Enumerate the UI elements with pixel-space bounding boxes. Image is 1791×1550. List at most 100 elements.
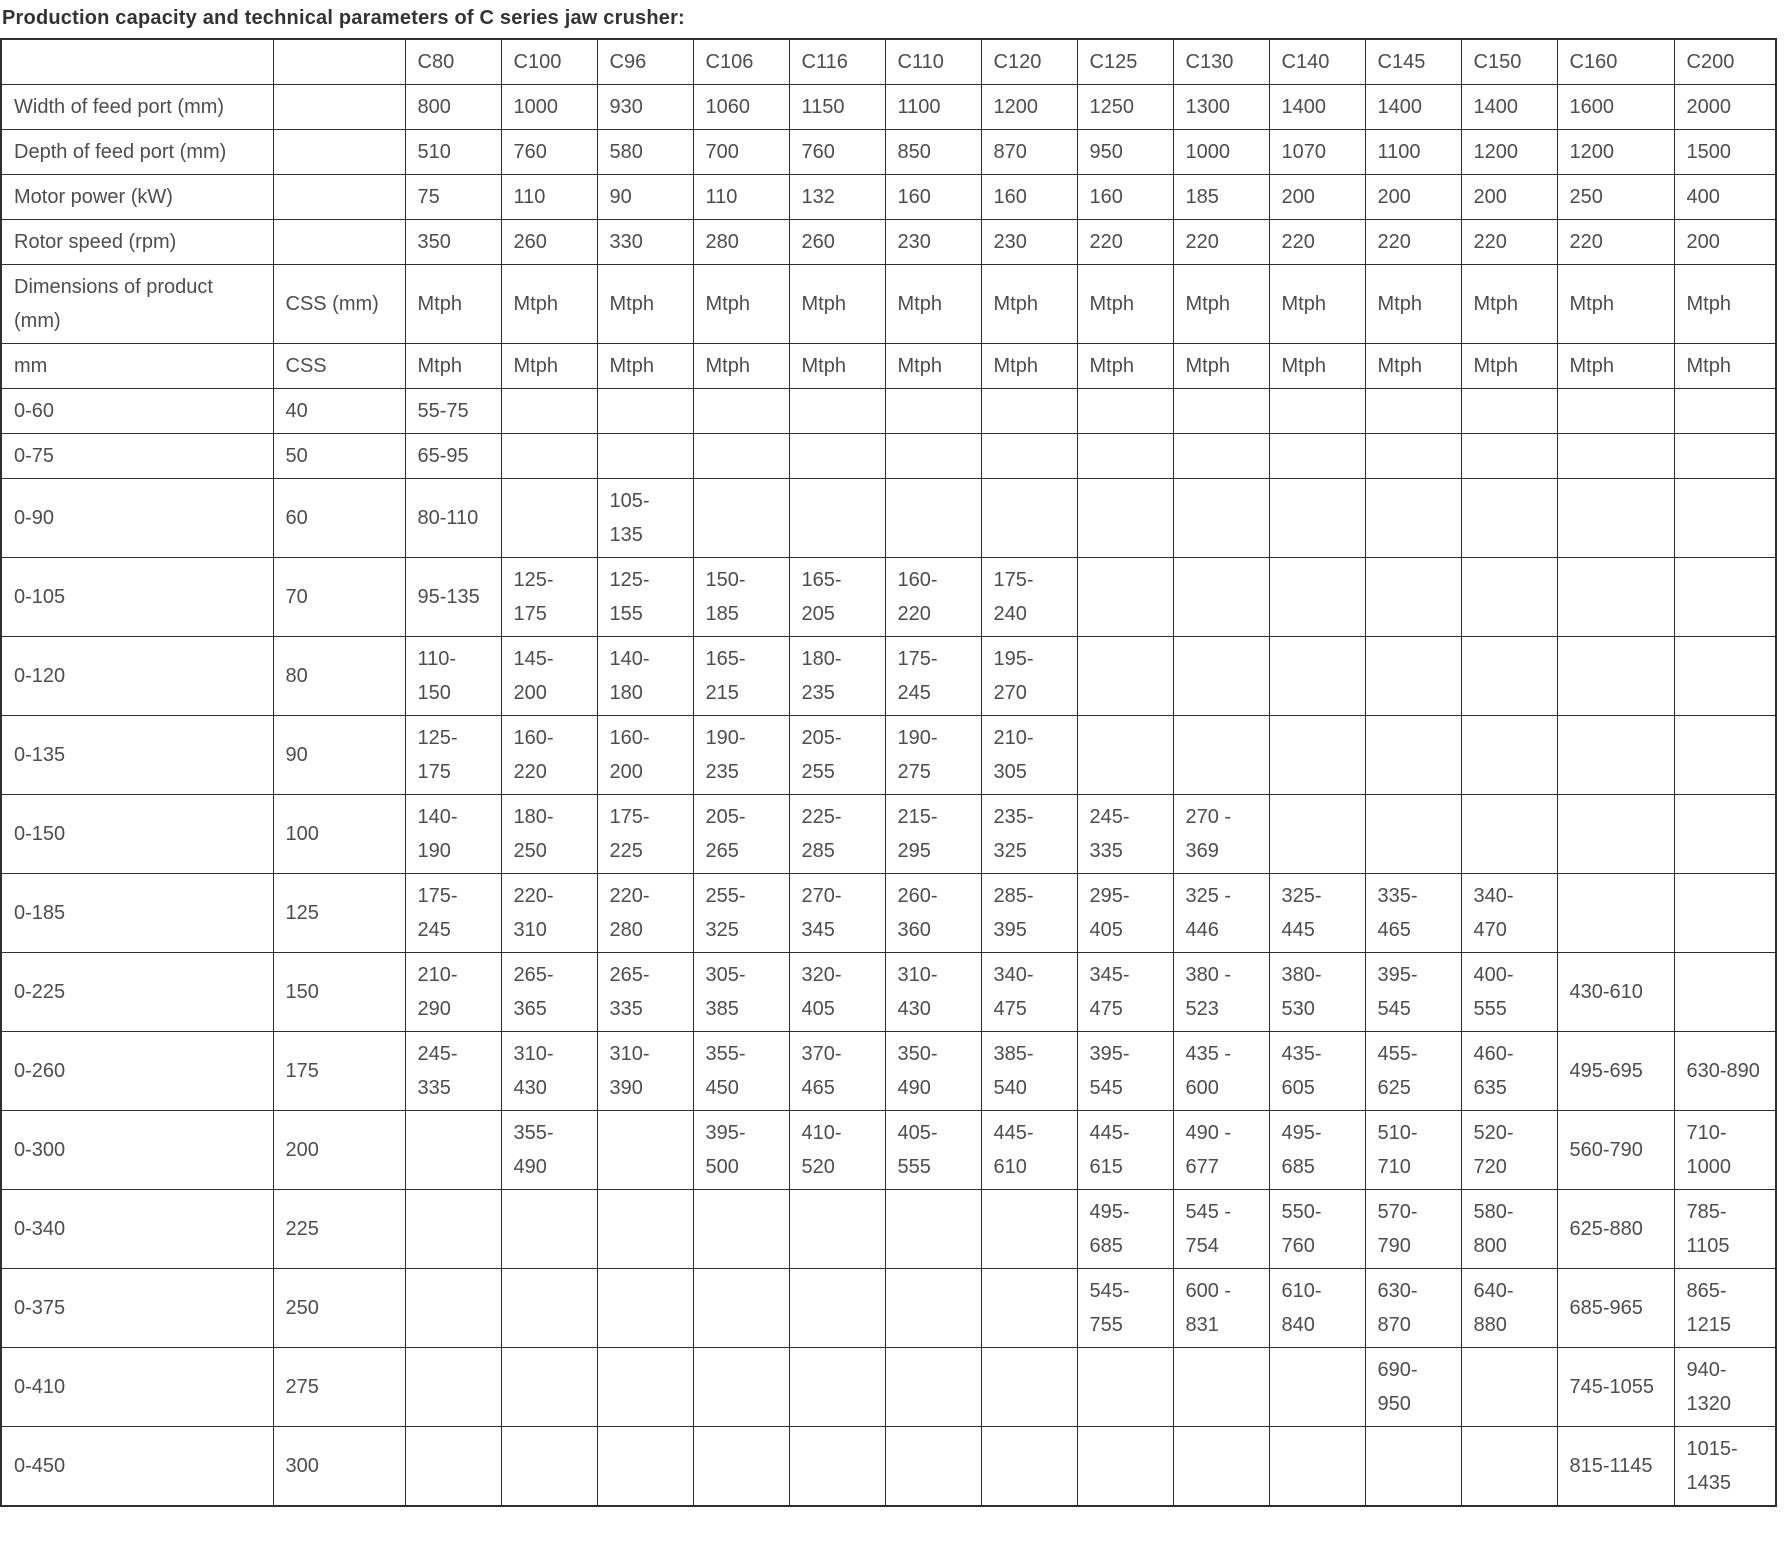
unit-cell-c116: Mtph <box>788 343 886 389</box>
capacity-value-c120: 285-395 <box>980 873 1078 953</box>
capacity-value-c160 <box>1556 478 1675 558</box>
param-value-c106: 1060 <box>692 84 790 130</box>
param-css-cell <box>272 84 406 130</box>
capacity-value-c100 <box>500 1189 598 1269</box>
capacity-value-c106: 205-265 <box>692 794 790 874</box>
unit-row: Dimensions of product (mm) CSS (mm) Mtph Mt… <box>0 264 1777 344</box>
param-row: Rotor speed (rpm) 350 260 330 280 260 230 230 22… <box>0 219 1777 265</box>
param-value-c125: 220 <box>1076 219 1174 265</box>
param-value-c100: 1000 <box>500 84 598 130</box>
capacity-value-c200 <box>1673 478 1777 558</box>
param-value-c160: 220 <box>1556 219 1675 265</box>
capacity-value-c80 <box>404 1268 502 1348</box>
capacity-value-c80: 245-335 <box>404 1031 502 1111</box>
capacity-value-c110 <box>884 1347 982 1427</box>
capacity-range-label: 0-375 <box>0 1268 274 1348</box>
capacity-value-c200 <box>1673 433 1777 479</box>
capacity-value-c96: 140-180 <box>596 636 694 716</box>
param-label: Depth of feed port (mm) <box>0 129 274 175</box>
capacity-value-c100: 265-365 <box>500 952 598 1032</box>
capacity-value-c150 <box>1460 715 1558 795</box>
capacity-value-c130 <box>1172 478 1270 558</box>
param-value-c130: 220 <box>1172 219 1270 265</box>
capacity-value-c140 <box>1268 1426 1366 1507</box>
col-header-c110: C110 <box>884 38 982 85</box>
capacity-value-c120: 445-610 <box>980 1110 1078 1190</box>
param-value-c150: 1400 <box>1460 84 1558 130</box>
capacity-css-value: 80 <box>272 636 406 716</box>
capacity-value-c120 <box>980 1189 1078 1269</box>
capacity-value-c130: 270 - 369 <box>1172 794 1270 874</box>
capacity-css-value: 100 <box>272 794 406 874</box>
capacity-value-c100: 160-220 <box>500 715 598 795</box>
capacity-value-c96 <box>596 1110 694 1190</box>
capacity-value-c120: 385-540 <box>980 1031 1078 1111</box>
capacity-range-label: 0-300 <box>0 1110 274 1190</box>
param-value-c96: 330 <box>596 219 694 265</box>
unit-cell-c200: Mtph <box>1673 343 1777 389</box>
capacity-value-c116 <box>788 1189 886 1269</box>
unit-cell-c130: Mtph <box>1172 343 1270 389</box>
capacity-value-c125 <box>1076 478 1174 558</box>
capacity-value-c150 <box>1460 1347 1558 1427</box>
capacity-value-c150 <box>1460 1426 1558 1507</box>
capacity-value-c160: 495-695 <box>1556 1031 1675 1111</box>
param-row: Depth of feed port (mm) 510 760 580 700 760 85… <box>0 129 1777 175</box>
param-value-c140: 200 <box>1268 174 1366 220</box>
capacity-value-c100 <box>500 1426 598 1507</box>
unit-row-label: Dimensions of product (mm) <box>0 264 274 344</box>
col-header-c116: C116 <box>788 38 886 85</box>
capacity-value-c200: 785-1105 <box>1673 1189 1777 1269</box>
capacity-value-c96 <box>596 388 694 434</box>
capacity-value-c120 <box>980 388 1078 434</box>
capacity-value-c140 <box>1268 715 1366 795</box>
capacity-value-c100: 355-490 <box>500 1110 598 1190</box>
capacity-value-c80: 55-75 <box>404 388 502 434</box>
param-value-c110: 160 <box>884 174 982 220</box>
unit-css-label: CSS <box>272 343 406 389</box>
unit-row-label: mm <box>0 343 274 389</box>
capacity-value-c145: 630-870 <box>1364 1268 1462 1348</box>
capacity-value-c96: 105-135 <box>596 478 694 558</box>
capacity-value-c106 <box>692 1268 790 1348</box>
unit-cell-c80: Mtph <box>404 343 502 389</box>
unit-cell-c120: Mtph <box>980 264 1078 344</box>
capacity-value-c80: 175-245 <box>404 873 502 953</box>
unit-cell-c96: Mtph <box>596 264 694 344</box>
col-header-c140: C140 <box>1268 38 1366 85</box>
capacity-css-value: 150 <box>272 952 406 1032</box>
capacity-value-c150 <box>1460 478 1558 558</box>
capacity-value-c110 <box>884 388 982 434</box>
capacity-css-value: 40 <box>272 388 406 434</box>
capacity-value-c150 <box>1460 388 1558 434</box>
unit-cell-c116: Mtph <box>788 264 886 344</box>
capacity-value-c106 <box>692 478 790 558</box>
capacity-value-c116: 320-405 <box>788 952 886 1032</box>
capacity-row: 0-260 175 245-335 310-430 310-390 355-450 370-… <box>0 1031 1777 1111</box>
capacity-value-c80 <box>404 1110 502 1190</box>
param-css-cell <box>272 174 406 220</box>
capacity-value-c96: 220-280 <box>596 873 694 953</box>
capacity-row: 0-185 125 175-245 220-310 220-280 255-325 270-… <box>0 873 1777 953</box>
capacity-value-c200: 865-1215 <box>1673 1268 1777 1348</box>
param-value-c116: 132 <box>788 174 886 220</box>
capacity-value-c145 <box>1364 636 1462 716</box>
capacity-value-c150 <box>1460 557 1558 637</box>
capacity-value-c150: 400-555 <box>1460 952 1558 1032</box>
capacity-value-c140: 325-445 <box>1268 873 1366 953</box>
capacity-value-c150 <box>1460 636 1558 716</box>
page-title: Production capacity and technical parame… <box>2 7 685 29</box>
capacity-value-c140: 435-605 <box>1268 1031 1366 1111</box>
capacity-value-c200 <box>1673 636 1777 716</box>
unit-cell-c150: Mtph <box>1460 264 1558 344</box>
capacity-value-c80: 95-135 <box>404 557 502 637</box>
capacity-value-c130 <box>1172 1347 1270 1427</box>
capacity-value-c130 <box>1172 636 1270 716</box>
capacity-value-c116: 270-345 <box>788 873 886 953</box>
capacity-value-c160: 625-880 <box>1556 1189 1675 1269</box>
capacity-value-c106: 355-450 <box>692 1031 790 1111</box>
capacity-value-c125 <box>1076 388 1174 434</box>
capacity-value-c100: 180-250 <box>500 794 598 874</box>
capacity-value-c140 <box>1268 433 1366 479</box>
capacity-value-c116: 205-255 <box>788 715 886 795</box>
